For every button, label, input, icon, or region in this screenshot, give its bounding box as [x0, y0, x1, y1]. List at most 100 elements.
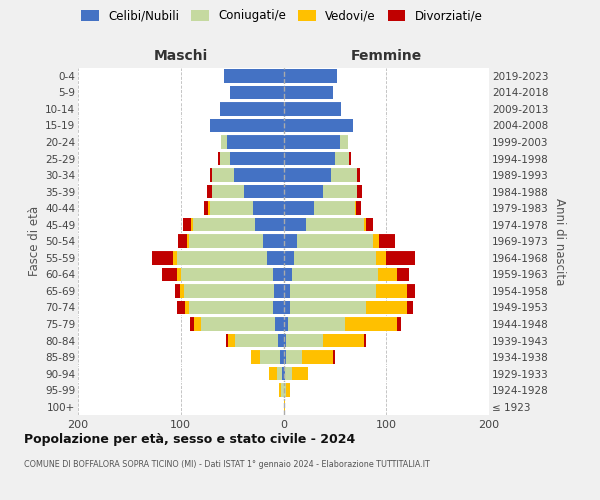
Bar: [284, 69, 337, 82]
Bar: [255, 218, 284, 232]
Bar: [251, 350, 260, 364]
Bar: [275, 317, 284, 331]
Y-axis label: Anni di nascita: Anni di nascita: [553, 198, 566, 285]
Bar: [314, 202, 355, 215]
Bar: [306, 218, 364, 232]
Bar: [407, 284, 415, 298]
Bar: [208, 202, 209, 215]
Bar: [284, 268, 292, 281]
Bar: [335, 152, 349, 166]
Bar: [323, 185, 358, 198]
Bar: [173, 251, 176, 264]
Bar: [331, 168, 358, 182]
Text: Femmine: Femmine: [350, 48, 422, 62]
Bar: [228, 334, 235, 347]
Bar: [284, 251, 294, 264]
Bar: [287, 317, 345, 331]
Bar: [284, 218, 306, 232]
Bar: [277, 367, 283, 380]
Bar: [333, 350, 335, 364]
Bar: [263, 234, 284, 248]
Bar: [302, 350, 333, 364]
Bar: [397, 317, 401, 331]
Bar: [364, 218, 366, 232]
Bar: [176, 300, 185, 314]
Bar: [284, 102, 341, 116]
Bar: [284, 135, 340, 148]
Text: COMUNE DI BOFFALORA SOPRA TICINO (MI) - Dati ISTAT 1° gennaio 2024 - Elaborazion: COMUNE DI BOFFALORA SOPRA TICINO (MI) - …: [24, 460, 430, 469]
Bar: [284, 234, 297, 248]
Bar: [180, 284, 184, 298]
Bar: [284, 152, 335, 166]
Text: Maschi: Maschi: [154, 48, 208, 62]
Bar: [284, 284, 290, 298]
Bar: [286, 350, 302, 364]
Bar: [284, 384, 286, 397]
Bar: [376, 251, 386, 264]
Bar: [297, 234, 373, 248]
Bar: [358, 185, 362, 198]
Bar: [191, 218, 193, 232]
Bar: [364, 334, 366, 347]
Bar: [284, 350, 286, 364]
Bar: [189, 234, 263, 248]
Bar: [221, 135, 227, 148]
Bar: [281, 384, 284, 397]
Bar: [284, 168, 331, 182]
Bar: [284, 202, 314, 215]
Bar: [227, 135, 284, 148]
Bar: [152, 251, 173, 264]
Bar: [218, 152, 220, 166]
Bar: [220, 152, 230, 166]
Bar: [230, 86, 284, 99]
Bar: [269, 367, 277, 380]
Text: Popolazione per età, sesso e stato civile - 2024: Popolazione per età, sesso e stato civil…: [24, 432, 355, 446]
Bar: [181, 268, 273, 281]
Bar: [190, 317, 194, 331]
Bar: [274, 284, 284, 298]
Bar: [366, 300, 407, 314]
Bar: [386, 251, 415, 264]
Bar: [230, 152, 284, 166]
Bar: [185, 300, 189, 314]
Bar: [220, 102, 284, 116]
Bar: [244, 185, 284, 198]
Bar: [323, 334, 364, 347]
Bar: [278, 334, 284, 347]
Bar: [212, 168, 234, 182]
Legend: Celibi/Nubili, Coniugati/e, Vedovi/e, Divorziati/e: Celibi/Nubili, Coniugati/e, Vedovi/e, Di…: [78, 6, 486, 26]
Bar: [376, 284, 407, 298]
Bar: [162, 268, 176, 281]
Bar: [234, 168, 284, 182]
Y-axis label: Fasce di età: Fasce di età: [28, 206, 41, 276]
Bar: [202, 317, 275, 331]
Bar: [212, 185, 244, 198]
Bar: [209, 168, 212, 182]
Bar: [349, 152, 352, 166]
Bar: [193, 218, 255, 232]
Bar: [267, 251, 284, 264]
Bar: [280, 350, 284, 364]
Bar: [290, 284, 376, 298]
Bar: [235, 334, 278, 347]
Bar: [187, 234, 189, 248]
Bar: [175, 284, 180, 298]
Bar: [284, 367, 292, 380]
Bar: [366, 218, 373, 232]
Bar: [356, 202, 361, 215]
Bar: [373, 234, 379, 248]
Bar: [358, 168, 359, 182]
Bar: [283, 367, 284, 380]
Bar: [253, 202, 284, 215]
Bar: [280, 384, 281, 397]
Bar: [292, 367, 308, 380]
Bar: [284, 300, 290, 314]
Bar: [178, 234, 187, 248]
Bar: [194, 317, 202, 331]
Bar: [284, 118, 353, 132]
Bar: [176, 251, 267, 264]
Bar: [273, 300, 284, 314]
Bar: [407, 300, 413, 314]
Bar: [189, 300, 273, 314]
Bar: [378, 268, 397, 281]
